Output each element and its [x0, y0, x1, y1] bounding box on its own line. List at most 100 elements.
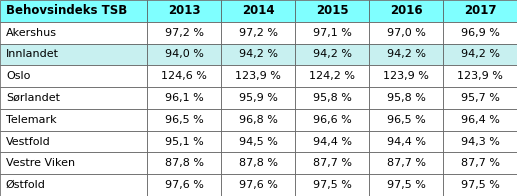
Text: 123,9 %: 123,9 %	[235, 71, 281, 81]
Text: 87,8 %: 87,8 %	[165, 158, 204, 168]
Text: 123,9 %: 123,9 %	[457, 71, 503, 81]
Text: 96,8 %: 96,8 %	[239, 115, 278, 125]
Bar	[369, 174, 443, 196]
Bar	[221, 109, 295, 131]
Text: 97,2 %: 97,2 %	[165, 28, 204, 38]
Bar	[221, 65, 295, 87]
Bar	[295, 0, 369, 22]
Text: Akershus: Akershus	[6, 28, 57, 38]
Text: 2014: 2014	[242, 4, 275, 17]
Bar	[443, 131, 517, 152]
Text: 87,7 %: 87,7 %	[313, 158, 352, 168]
Text: 124,6 %: 124,6 %	[161, 71, 207, 81]
Bar	[221, 152, 295, 174]
Bar	[0, 152, 147, 174]
Bar	[147, 0, 221, 22]
Text: 94,0 %: 94,0 %	[165, 49, 204, 59]
Text: 97,2 %: 97,2 %	[239, 28, 278, 38]
Bar	[0, 109, 147, 131]
Text: 2016: 2016	[390, 4, 422, 17]
Bar	[369, 109, 443, 131]
Text: 96,1 %: 96,1 %	[165, 93, 204, 103]
Bar	[295, 152, 369, 174]
Text: Østfold: Østfold	[6, 180, 46, 190]
Text: 94,5 %: 94,5 %	[239, 137, 278, 147]
Bar	[147, 152, 221, 174]
Bar	[369, 65, 443, 87]
Bar	[0, 87, 147, 109]
Text: 94,4 %: 94,4 %	[313, 137, 352, 147]
Bar	[295, 131, 369, 152]
Text: 87,7 %: 87,7 %	[387, 158, 425, 168]
Text: 95,1 %: 95,1 %	[165, 137, 204, 147]
Bar	[0, 0, 147, 22]
Text: 96,9 %: 96,9 %	[461, 28, 499, 38]
Text: 97,1 %: 97,1 %	[313, 28, 352, 38]
Text: Innlandet: Innlandet	[6, 49, 59, 59]
Text: 97,5 %: 97,5 %	[313, 180, 352, 190]
Bar	[443, 87, 517, 109]
Text: 123,9 %: 123,9 %	[383, 71, 429, 81]
Bar	[221, 87, 295, 109]
Bar	[0, 65, 147, 87]
Bar	[443, 44, 517, 65]
Bar	[369, 131, 443, 152]
Text: 94,2 %: 94,2 %	[239, 49, 278, 59]
Bar	[369, 152, 443, 174]
Bar	[0, 44, 147, 65]
Bar	[147, 22, 221, 44]
Text: Sørlandet: Sørlandet	[6, 93, 60, 103]
Bar	[0, 22, 147, 44]
Text: Telemark: Telemark	[6, 115, 56, 125]
Text: Oslo: Oslo	[6, 71, 31, 81]
Bar	[221, 131, 295, 152]
Text: Vestre Viken: Vestre Viken	[6, 158, 75, 168]
Text: 97,5 %: 97,5 %	[461, 180, 499, 190]
Bar	[295, 87, 369, 109]
Bar	[221, 0, 295, 22]
Bar	[295, 44, 369, 65]
Text: 97,6 %: 97,6 %	[239, 180, 278, 190]
Text: 87,8 %: 87,8 %	[239, 158, 278, 168]
Text: 94,2 %: 94,2 %	[313, 49, 352, 59]
Bar	[221, 44, 295, 65]
Text: 94,3 %: 94,3 %	[461, 137, 499, 147]
Text: 95,8 %: 95,8 %	[313, 93, 352, 103]
Text: 2013: 2013	[168, 4, 201, 17]
Text: 96,6 %: 96,6 %	[313, 115, 352, 125]
Text: 97,0 %: 97,0 %	[387, 28, 425, 38]
Bar	[443, 174, 517, 196]
Text: 94,2 %: 94,2 %	[461, 49, 499, 59]
Text: 2017: 2017	[464, 4, 496, 17]
Text: 96,5 %: 96,5 %	[387, 115, 425, 125]
Bar	[443, 109, 517, 131]
Bar	[147, 109, 221, 131]
Text: 96,5 %: 96,5 %	[165, 115, 204, 125]
Text: 87,7 %: 87,7 %	[461, 158, 499, 168]
Bar	[295, 22, 369, 44]
Bar	[221, 22, 295, 44]
Text: 97,6 %: 97,6 %	[165, 180, 204, 190]
Text: 94,4 %: 94,4 %	[387, 137, 425, 147]
Bar	[0, 174, 147, 196]
Bar	[443, 0, 517, 22]
Bar	[443, 152, 517, 174]
Text: 96,4 %: 96,4 %	[461, 115, 499, 125]
Bar	[369, 44, 443, 65]
Bar	[0, 131, 147, 152]
Bar	[295, 109, 369, 131]
Bar	[221, 174, 295, 196]
Bar	[443, 65, 517, 87]
Bar	[443, 22, 517, 44]
Text: 95,7 %: 95,7 %	[461, 93, 499, 103]
Text: 95,9 %: 95,9 %	[239, 93, 278, 103]
Bar	[295, 174, 369, 196]
Text: 97,5 %: 97,5 %	[387, 180, 425, 190]
Text: 94,2 %: 94,2 %	[387, 49, 425, 59]
Bar	[147, 131, 221, 152]
Text: 124,2 %: 124,2 %	[309, 71, 355, 81]
Bar	[369, 87, 443, 109]
Bar	[147, 87, 221, 109]
Bar	[147, 44, 221, 65]
Bar	[147, 65, 221, 87]
